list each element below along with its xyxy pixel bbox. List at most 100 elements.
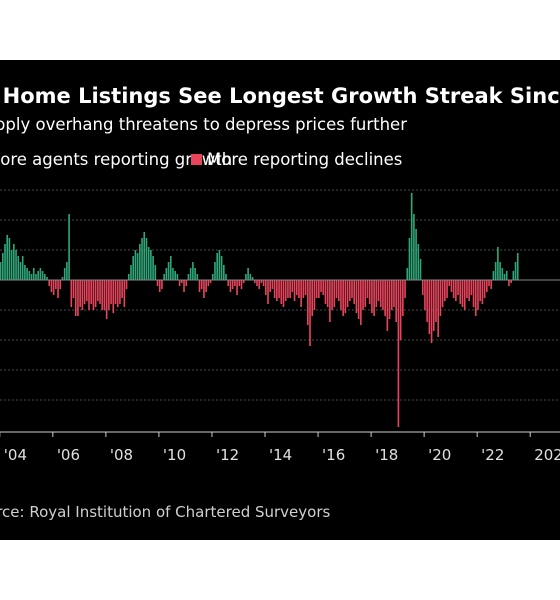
bar-decline bbox=[291, 280, 294, 292]
bar-decline bbox=[348, 280, 351, 301]
bar-growth bbox=[68, 214, 70, 280]
bar-decline bbox=[280, 280, 283, 304]
bar-growth bbox=[141, 238, 143, 280]
bar-decline bbox=[99, 280, 101, 304]
bar-growth bbox=[249, 274, 252, 280]
bar-decline bbox=[377, 280, 380, 301]
bar-decline bbox=[424, 280, 426, 310]
bar-decline bbox=[366, 280, 369, 298]
bar-decline bbox=[333, 280, 336, 307]
bar-decline bbox=[97, 280, 99, 301]
bar-growth bbox=[134, 250, 137, 280]
bar-growth bbox=[419, 259, 422, 280]
bar-decline bbox=[302, 280, 305, 298]
bar-decline bbox=[79, 280, 81, 307]
bar-decline bbox=[269, 280, 272, 292]
bar-decline bbox=[265, 280, 267, 295]
bar-decline bbox=[83, 280, 86, 304]
bar-growth bbox=[10, 250, 13, 280]
bar-growth bbox=[163, 274, 165, 280]
bar-decline bbox=[457, 280, 459, 295]
bar-decline bbox=[125, 280, 128, 289]
bar-growth bbox=[189, 268, 192, 280]
bar-growth bbox=[24, 265, 26, 280]
bar-growth bbox=[225, 274, 227, 280]
bar-growth bbox=[406, 268, 409, 280]
bar-decline bbox=[461, 280, 464, 307]
bar-decline bbox=[57, 280, 59, 298]
bar-decline bbox=[103, 280, 106, 310]
bar-decline bbox=[331, 280, 333, 310]
bar-growth bbox=[61, 277, 64, 280]
bar-decline bbox=[472, 280, 475, 307]
x-tick-label: '20 bbox=[428, 446, 451, 464]
bar-decline bbox=[253, 280, 256, 283]
bar-decline bbox=[278, 280, 280, 298]
bar-decline bbox=[371, 280, 373, 313]
bar-decline bbox=[430, 280, 433, 343]
bar-decline bbox=[455, 280, 457, 301]
bar-decline bbox=[337, 280, 340, 301]
bar-growth bbox=[13, 244, 15, 280]
bar-growth bbox=[8, 238, 11, 280]
bar-growth bbox=[247, 268, 249, 280]
bar-growth bbox=[139, 244, 141, 280]
bar-growth bbox=[152, 256, 154, 280]
bar-decline bbox=[101, 280, 104, 310]
bar-decline bbox=[481, 280, 484, 304]
bar-decline bbox=[284, 280, 287, 301]
bar-decline bbox=[81, 280, 84, 310]
bar-growth bbox=[516, 253, 519, 280]
x-tick-label: '12 bbox=[216, 446, 239, 464]
bar-decline bbox=[234, 280, 236, 286]
bar-decline bbox=[271, 280, 274, 289]
bar-growth bbox=[512, 271, 515, 280]
legend-label-growth: More agents reporting growth bbox=[0, 150, 233, 169]
bar-growth bbox=[1, 253, 4, 280]
bar-growth bbox=[408, 238, 411, 280]
bar-growth bbox=[192, 262, 194, 280]
bar-decline bbox=[92, 280, 95, 310]
bar-decline bbox=[178, 280, 181, 286]
bar-decline bbox=[393, 280, 395, 307]
bar-growth bbox=[499, 262, 501, 280]
bar-growth bbox=[147, 247, 150, 280]
bar-decline bbox=[344, 280, 347, 313]
x-tick-label: '08 bbox=[110, 446, 133, 464]
bar-growth bbox=[492, 271, 495, 280]
bar-decline bbox=[105, 280, 108, 319]
bar-growth bbox=[19, 262, 22, 280]
bar-growth bbox=[43, 274, 46, 280]
bar-decline bbox=[397, 280, 400, 427]
bar-growth bbox=[214, 262, 216, 280]
bar-decline bbox=[311, 280, 314, 316]
x-tick-label: '10 bbox=[163, 446, 186, 464]
bar-decline bbox=[50, 280, 53, 292]
bar-growth bbox=[26, 268, 28, 280]
bar-decline bbox=[240, 280, 243, 289]
bar-decline bbox=[439, 280, 442, 316]
bar-decline bbox=[355, 280, 358, 313]
bar-decline bbox=[74, 280, 77, 316]
bar-growth bbox=[196, 274, 199, 280]
bar-decline bbox=[351, 280, 353, 298]
bar-decline bbox=[404, 280, 406, 298]
bar-decline bbox=[242, 280, 245, 283]
bar-decline bbox=[156, 280, 159, 286]
bar-decline bbox=[346, 280, 349, 307]
bar-growth bbox=[410, 193, 413, 280]
bar-decline bbox=[432, 280, 435, 331]
bar-decline bbox=[55, 280, 57, 289]
bar-decline bbox=[313, 280, 316, 310]
bar-decline bbox=[362, 280, 364, 310]
bar-decline bbox=[48, 280, 51, 286]
x-tick-label: '04 bbox=[4, 446, 27, 464]
bar-decline bbox=[198, 280, 201, 292]
bar-decline bbox=[260, 280, 263, 283]
bar-decline bbox=[315, 280, 318, 298]
bar-decline bbox=[326, 280, 329, 307]
bar-growth bbox=[30, 274, 33, 280]
bar-decline bbox=[490, 280, 493, 289]
bar-growth bbox=[6, 235, 9, 280]
bar-decline bbox=[395, 280, 398, 322]
